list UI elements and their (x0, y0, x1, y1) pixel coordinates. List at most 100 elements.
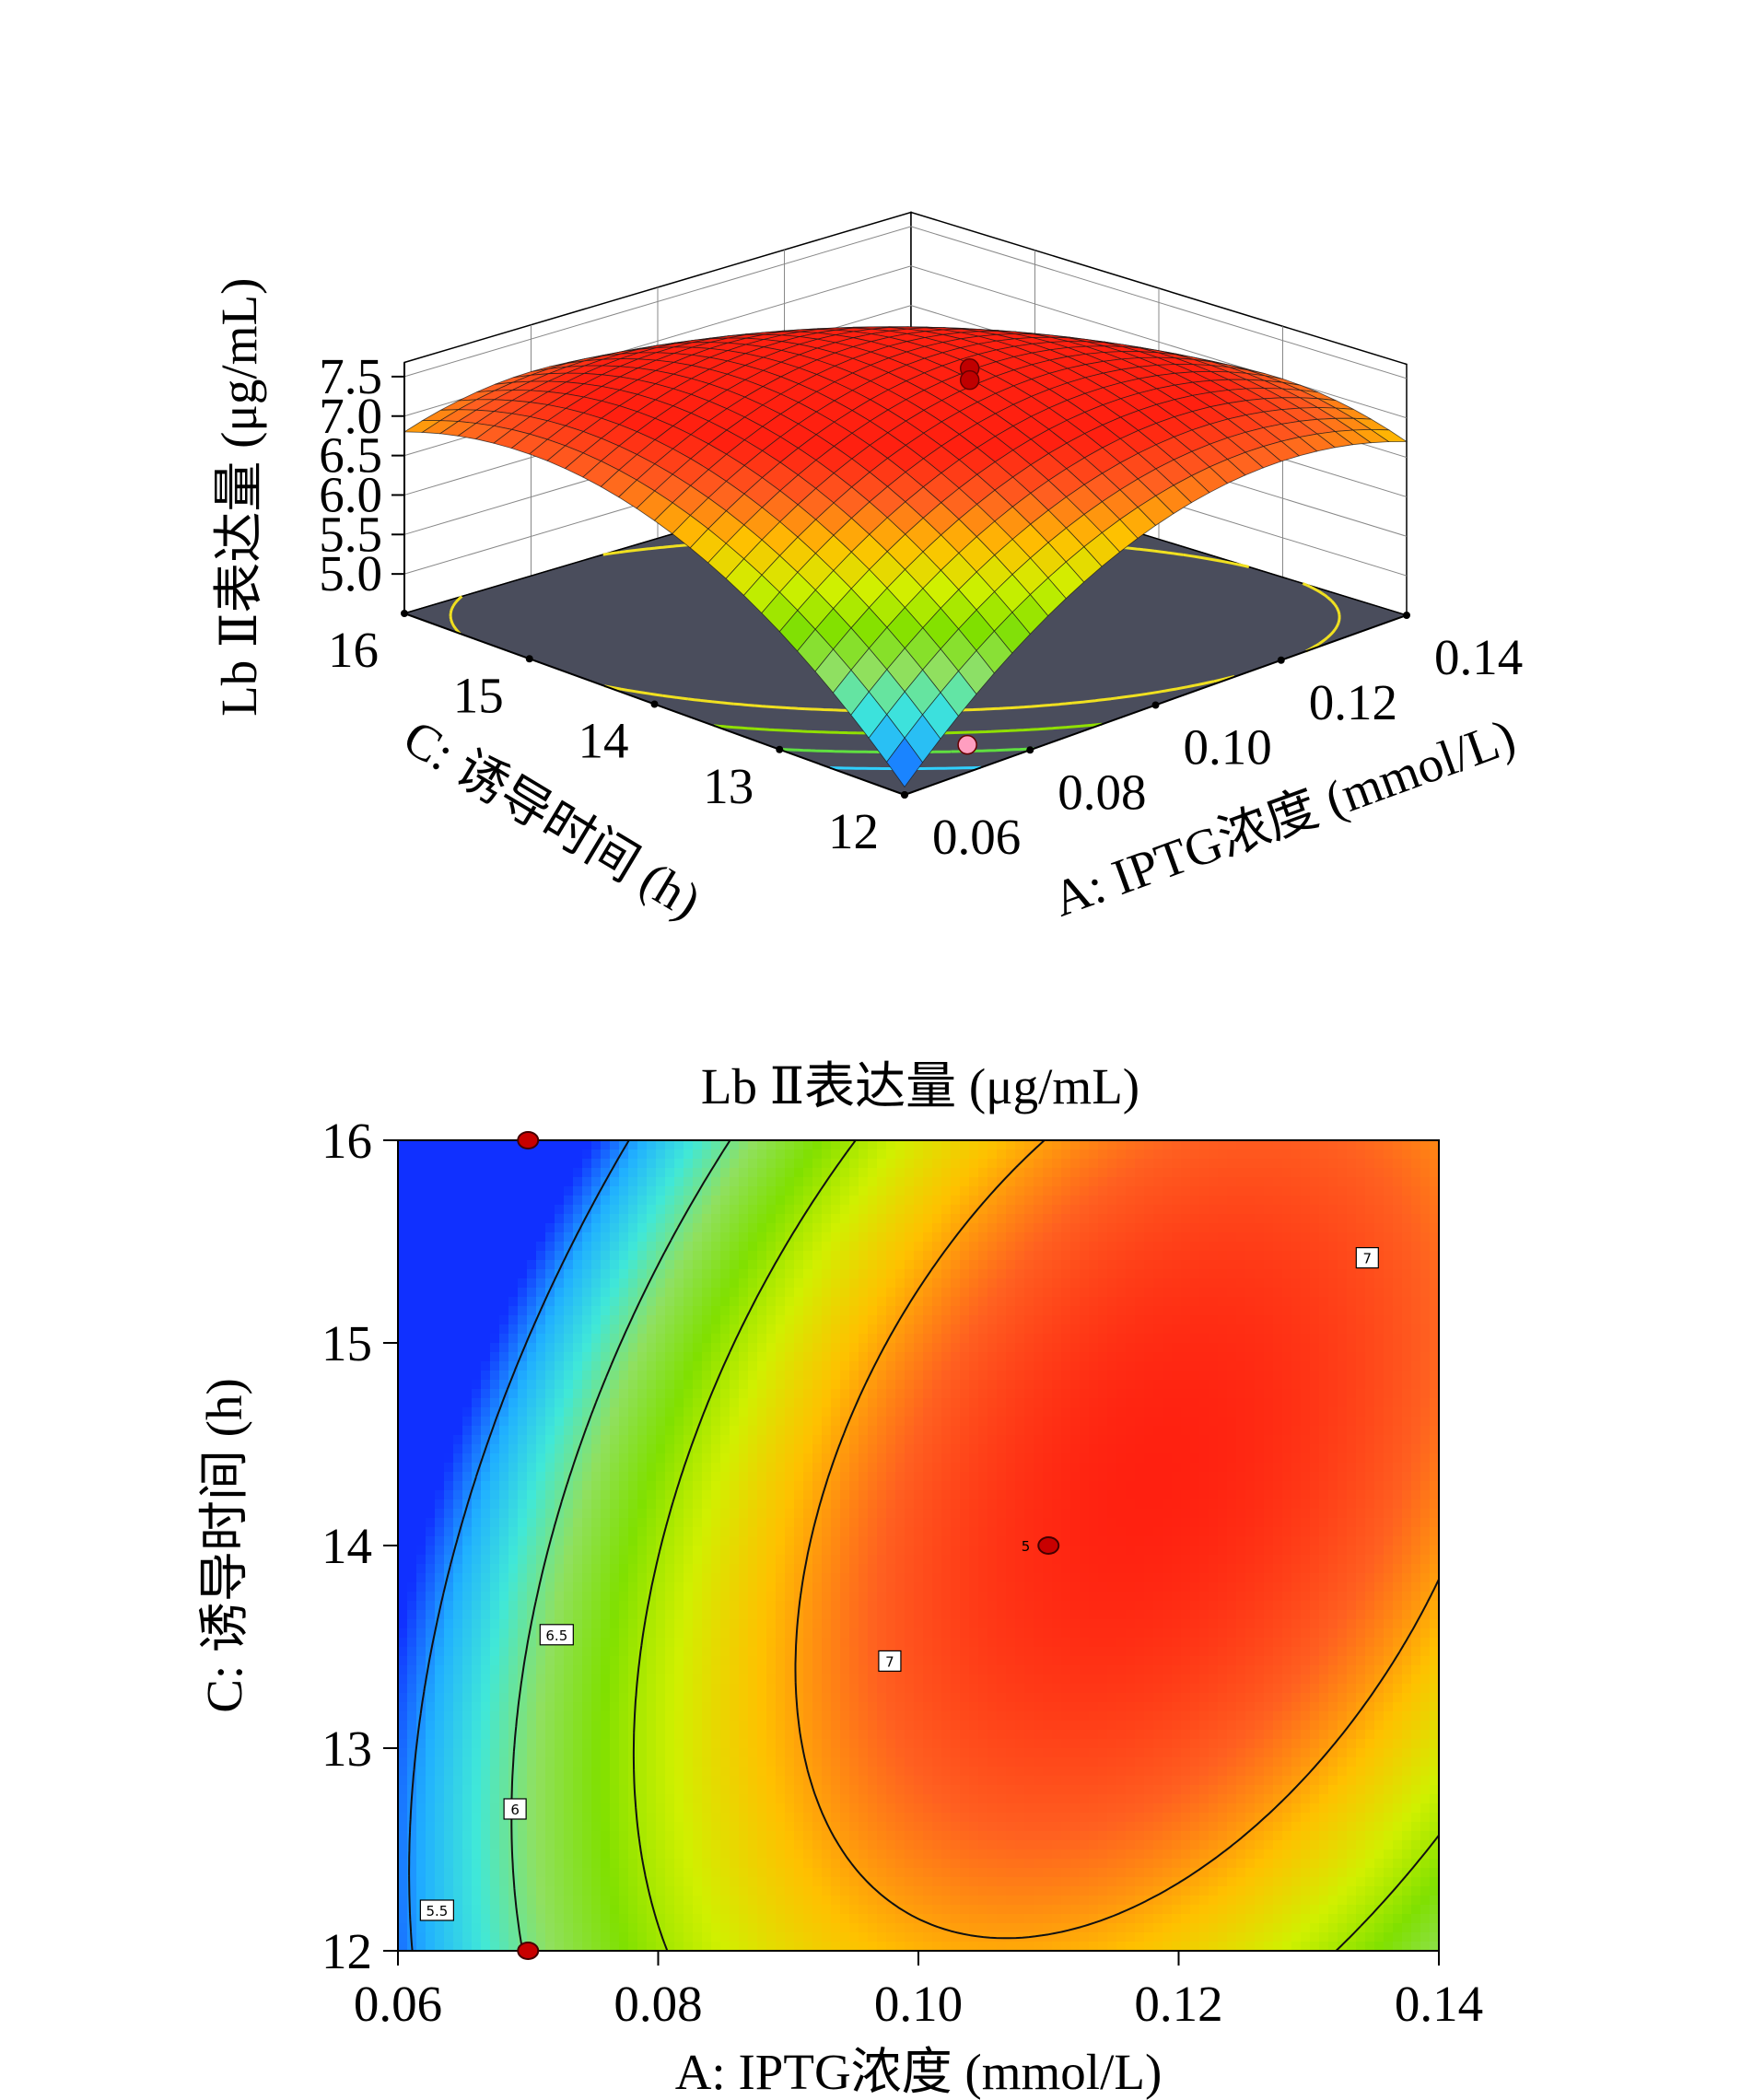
contour-cell (1006, 1251, 1016, 1261)
contour-cell (951, 1186, 961, 1196)
contour-cell (1301, 1426, 1311, 1436)
contour-cell (794, 1389, 804, 1399)
contour-cell (481, 1371, 491, 1381)
contour-cell (1264, 1214, 1274, 1224)
contour-cell (711, 1288, 721, 1298)
contour-cell (1209, 1398, 1219, 1408)
contour-cell (582, 1288, 592, 1298)
contour-cell (1264, 1159, 1274, 1169)
contour-cell (573, 1177, 583, 1187)
contour-cell (481, 1361, 491, 1371)
contour-cell (536, 1242, 546, 1252)
contour-cell (720, 1242, 730, 1252)
contour-cell (444, 1177, 454, 1187)
contour-cell (527, 1214, 537, 1224)
contour-cell (1024, 1140, 1034, 1150)
contour-cell (499, 1426, 509, 1436)
contour-cell (1273, 1196, 1283, 1206)
contour-cell (1144, 1343, 1154, 1353)
surface-z-tick-label: 6.0 (319, 466, 382, 522)
contour-cell (426, 1140, 436, 1150)
contour-cell (1430, 1435, 1440, 1445)
contour-cell (1374, 1306, 1385, 1316)
contour-cell (601, 1472, 611, 1482)
contour-cell (1411, 1361, 1421, 1371)
contour-cell (508, 1453, 519, 1464)
contour-cell (1024, 1361, 1034, 1371)
contour-cell (1356, 1232, 1366, 1242)
contour-cell (997, 1472, 1007, 1482)
contour-cell (472, 1343, 482, 1353)
contour-cell (619, 1453, 629, 1464)
contour-cell (1374, 1398, 1385, 1408)
contour-cell (1070, 1334, 1081, 1344)
contour-cell (1430, 1186, 1440, 1196)
contour-cell (822, 1417, 832, 1427)
contour-cell (1328, 1453, 1338, 1464)
contour-cell (545, 1352, 555, 1362)
contour-cell (1024, 1242, 1034, 1252)
contour-cell (1015, 1205, 1025, 1215)
contour-cell (398, 1417, 408, 1427)
contour-cell (1236, 1334, 1246, 1344)
contour-cell (656, 1223, 666, 1233)
contour-cell (1301, 1407, 1311, 1418)
contour-cell (969, 1232, 979, 1242)
contour-cell (1356, 1343, 1366, 1353)
contour-cell (739, 1214, 749, 1224)
contour-cell (508, 1352, 519, 1362)
contour-cell (564, 1389, 574, 1399)
contour-cell (886, 1472, 896, 1482)
contour-cell (1052, 1278, 1062, 1289)
contour-cell (914, 1140, 924, 1150)
contour-cell (1153, 1463, 1163, 1473)
contour-cell (960, 1343, 970, 1353)
contour-cell (748, 1214, 758, 1224)
contour-cell (1319, 1288, 1329, 1298)
contour-cell (1411, 1371, 1421, 1381)
contour-cell (840, 1361, 850, 1371)
contour-cell (1301, 1223, 1311, 1233)
contour-cell (905, 1223, 915, 1233)
contour-cell (914, 1186, 924, 1196)
contour-cell (702, 1324, 712, 1335)
contour-cell (1024, 1380, 1034, 1390)
contour-cell (1245, 1223, 1256, 1233)
contour-cell (453, 1205, 463, 1215)
contour-cell (564, 1260, 574, 1270)
contour-cell (1393, 1168, 1403, 1178)
contour-cell (674, 1177, 684, 1187)
contour-cell (960, 1168, 970, 1178)
contour-cell (987, 1196, 998, 1206)
contour-cell (398, 1398, 408, 1408)
contour-cell (1135, 1453, 1145, 1464)
contour-cell (812, 1315, 823, 1325)
contour-cell (905, 1343, 915, 1353)
contour-cell (1135, 1417, 1145, 1427)
contour-cell (1163, 1260, 1173, 1270)
contour-cell (435, 1334, 445, 1344)
contour-cell (693, 1407, 703, 1418)
contour-cell (1190, 1214, 1200, 1224)
contour-cell (1172, 1186, 1182, 1196)
contour-cell (1089, 1324, 1099, 1335)
contour-cell (960, 1149, 970, 1160)
contour-cell (932, 1168, 942, 1178)
surface-y-tick-label: 14 (578, 713, 629, 769)
contour-cell (757, 1251, 767, 1261)
contour-cell (647, 1242, 657, 1252)
contour-cell (1356, 1444, 1366, 1454)
contour-cell (757, 1260, 767, 1270)
contour-cell (435, 1159, 445, 1169)
contour-cell (426, 1398, 436, 1408)
contour-cell (748, 1205, 758, 1215)
contour-cell (960, 1205, 970, 1215)
contour-cell (730, 1435, 740, 1445)
contour-cell (619, 1315, 629, 1325)
contour-cell (1126, 1214, 1136, 1224)
contour-cell (591, 1269, 602, 1279)
contour-cell (582, 1380, 592, 1390)
contour-cell (877, 1205, 887, 1215)
contour-cell (656, 1334, 666, 1344)
contour-cell (702, 1407, 712, 1418)
